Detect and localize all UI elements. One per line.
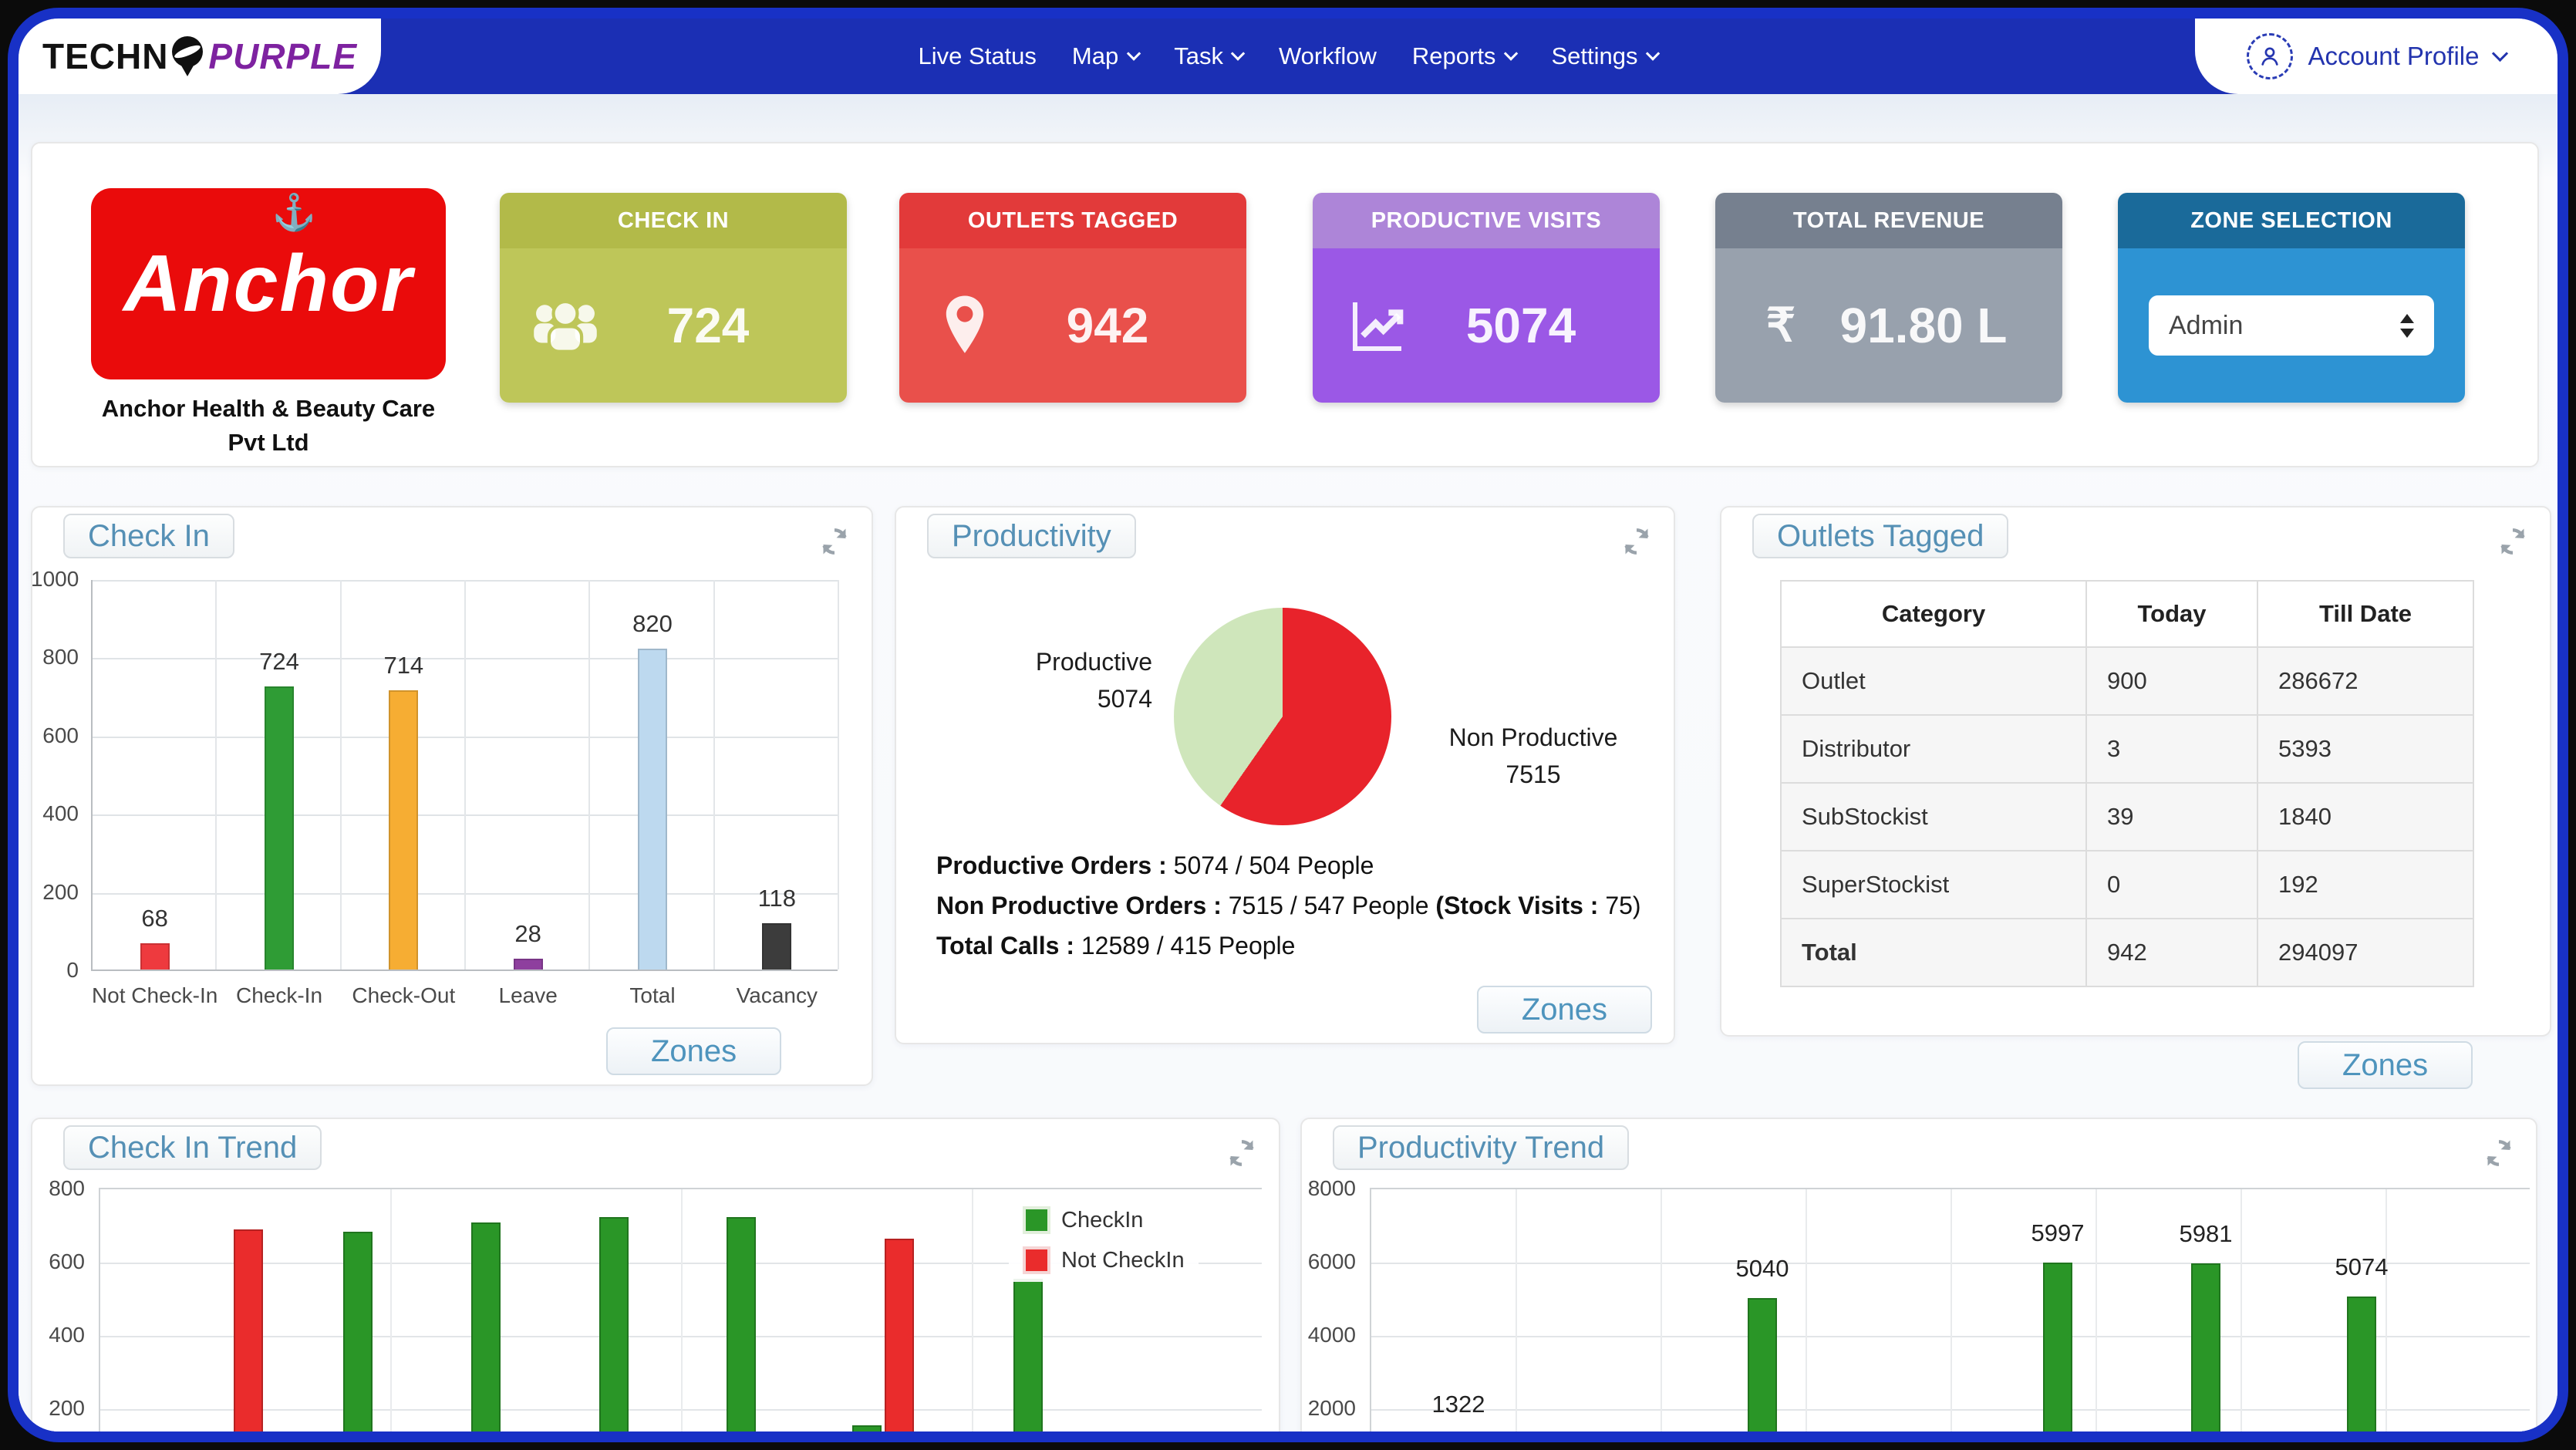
client-block: ⚓ Anchor Anchor Health & Beauty Care Pvt… <box>91 188 446 460</box>
outlets-table: Category Today Till Date Outlet 900 286672… <box>1780 580 2474 987</box>
kpi-value: 91.80 L <box>1839 298 2008 353</box>
nav-label: Task <box>1174 42 1223 69</box>
nav-label: Settings <box>1551 42 1638 69</box>
chevron-down-icon <box>1126 46 1141 61</box>
productivity-panel: Productivity Productive 5074 Non Product… <box>895 506 1675 1044</box>
trend-chart-icon <box>1344 295 1413 356</box>
chevron-down-icon <box>1231 46 1246 61</box>
panel-title-check-in-trend: Check In Trend <box>63 1125 322 1170</box>
brand-text-techno: TECHN <box>42 36 169 76</box>
rupee-icon: ₹ <box>1765 299 1796 351</box>
kpi-value: 724 <box>666 298 750 353</box>
chevron-down-icon <box>1503 46 1519 61</box>
app-window: Live Status Map Task Workflow Reports Se… <box>8 8 2568 1442</box>
check-in-panel: Check In 0 200 400 600 800 1000 68 Not Check-In… <box>31 506 873 1086</box>
nav-label: Reports <box>1411 42 1496 69</box>
productivity-pie-chart <box>1174 608 1391 825</box>
table-row: Distributor 3 5393 <box>1780 714 2474 784</box>
check-in-bar-chart: 0 200 400 600 800 1000 68 Not Check-In 724 Check-… <box>31 567 839 1007</box>
zones-button[interactable]: Zones <box>1476 986 1652 1034</box>
productivity-trend-bar-chart: 8000 6000 4000 2000 1322 5040 5997 5981 5074 <box>1308 1176 2530 1431</box>
kpi-value: 942 <box>1066 298 1149 353</box>
kpi-title: OUTLETS TAGGED <box>899 193 1246 248</box>
productivity-trend-panel: Productivity Trend 8000 6000 4000 2000 1322 5… <box>1300 1118 2537 1431</box>
kpi-card-check-in: CHECK IN 724 <box>500 193 847 403</box>
people-group-icon <box>531 298 600 352</box>
nav-task[interactable]: Task <box>1174 42 1246 70</box>
user-avatar-icon <box>2246 33 2293 79</box>
pie-label-productive: Productive 5074 <box>1035 648 1152 713</box>
refresh-icon[interactable] <box>2482 1136 2516 1170</box>
anchor-wordmark: Anchor <box>123 238 413 329</box>
nav-reports[interactable]: Reports <box>1411 42 1519 70</box>
brand-logo[interactable]: TECHN PURPLE <box>19 19 381 94</box>
zone-select-dropdown[interactable]: Admin <box>2149 295 2434 356</box>
globe-pin-icon <box>170 36 206 76</box>
panel-title-outlets-tagged: Outlets Tagged <box>1752 514 2009 558</box>
refresh-icon[interactable] <box>1620 524 1654 558</box>
kpi-title: PRODUCTIVE VISITS <box>1313 193 1660 248</box>
nav-live-status[interactable]: Live Status <box>919 42 1037 70</box>
legend-swatch-green <box>1023 1206 1050 1234</box>
kpi-value: 5074 <box>1465 298 1576 353</box>
kpi-card-total-revenue: TOTAL REVENUE ₹ 91.80 L <box>1715 193 2062 403</box>
refresh-icon[interactable] <box>818 524 851 558</box>
pie-label-non-productive: Non Productive 7515 <box>1448 723 1618 788</box>
check-in-trend-bar-chart: CheckIn Not CheckIn 800 600 400 200 <box>49 1176 1262 1431</box>
chart-legend: CheckIn Not CheckIn <box>1009 1199 1199 1282</box>
location-pin-icon <box>930 293 1000 358</box>
outlets-tagged-panel: Outlets Tagged Category Today Till Date … <box>1720 506 2551 1037</box>
check-in-trend-panel: Check In Trend CheckIn Not CheckIn <box>31 1118 1280 1431</box>
nav-label: Live Status <box>918 42 1037 69</box>
legend-item-checkin: CheckIn <box>1023 1206 1185 1234</box>
panel-title-productivity: Productivity <box>927 514 1136 558</box>
productivity-summary-text: Productive Orders : 5074 / 504 People Non… <box>936 851 1641 959</box>
table-total-row: Total 942 294097 <box>1780 918 2474 987</box>
kpi-title: CHECK IN <box>500 193 847 248</box>
table-row: SubStockist 39 1840 <box>1780 782 2474 851</box>
kpi-title: ZONE SELECTION <box>2118 193 2465 248</box>
chevron-down-icon <box>1645 46 1661 61</box>
table-row: Outlet 900 286672 <box>1780 646 2474 716</box>
kpi-card-zone-selection: ZONE SELECTION Admin <box>2118 193 2465 403</box>
kpi-card-productive-visits: PRODUCTIVE VISITS 5074 <box>1313 193 1660 403</box>
top-navbar: Live Status Map Task Workflow Reports Se… <box>19 19 2557 94</box>
main-menu: Live Status Map Task Workflow Reports Se… <box>919 19 1661 94</box>
client-name: Anchor Health & Beauty Care Pvt Ltd <box>101 395 436 456</box>
nav-workflow[interactable]: Workflow <box>1279 42 1377 70</box>
refresh-icon[interactable] <box>1225 1136 1259 1170</box>
kpi-summary-panel: ⚓ Anchor Anchor Health & Beauty Care Pvt… <box>31 142 2539 467</box>
kpi-card-outlets-tagged: OUTLETS TAGGED 942 <box>899 193 1246 403</box>
anchor-logo: ⚓ Anchor <box>91 188 446 379</box>
nav-label: Workflow <box>1278 42 1377 69</box>
legend-item-not-checkin: Not CheckIn <box>1023 1246 1185 1274</box>
kpi-title: TOTAL REVENUE <box>1715 193 2062 248</box>
account-profile-menu[interactable]: Account Profile <box>2195 19 2557 94</box>
panel-title-check-in: Check In <box>63 514 234 558</box>
select-stepper-icon <box>2400 313 2414 338</box>
zones-button[interactable]: Zones <box>2298 1041 2473 1089</box>
zones-button[interactable]: Zones <box>606 1027 782 1075</box>
nav-label: Map <box>1071 42 1119 69</box>
brand-text-purple: PURPLE <box>208 36 358 76</box>
account-profile-label: Account Profile <box>2308 42 2480 70</box>
panel-title-productivity-trend: Productivity Trend <box>1333 1125 1630 1170</box>
table-header-row: Category Today Till Date <box>1780 580 2474 648</box>
refresh-icon[interactable] <box>2496 524 2530 558</box>
anchor-icon: ⚓ <box>271 192 316 232</box>
nav-map[interactable]: Map <box>1071 42 1141 70</box>
dashboard-content: ⚓ Anchor Anchor Health & Beauty Care Pvt… <box>19 94 2557 1431</box>
table-row: SuperStockist 0 192 <box>1780 850 2474 919</box>
chevron-down-icon <box>2492 45 2509 62</box>
technopurple-logo: TECHN PURPLE <box>42 35 357 77</box>
legend-swatch-red <box>1023 1246 1050 1274</box>
zone-selected-value: Admin <box>2169 310 2244 340</box>
nav-settings[interactable]: Settings <box>1551 42 1661 70</box>
